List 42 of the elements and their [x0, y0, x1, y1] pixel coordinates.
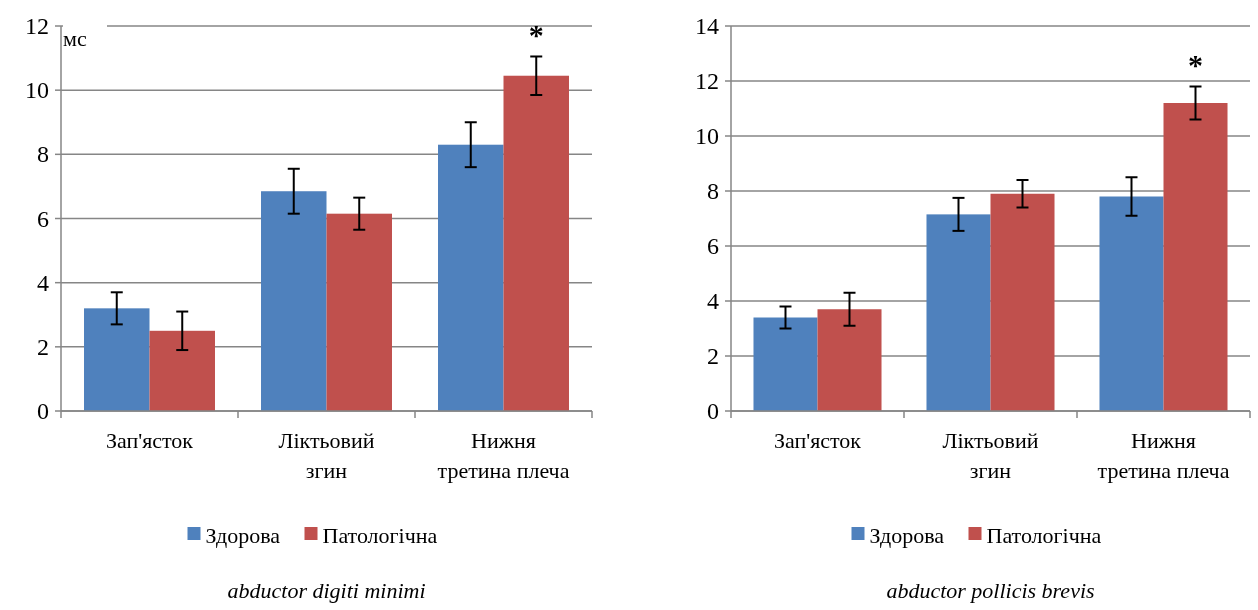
bar: [149, 330, 215, 411]
y-tick-label: 6: [707, 233, 719, 259]
y-tick-label: 10: [25, 77, 49, 104]
annotation: *: [1188, 48, 1204, 81]
bar: [1099, 196, 1164, 411]
y-tick-label: 2: [707, 343, 719, 369]
x-tick-label: Нижня третина плеча: [437, 428, 570, 483]
x-tick-label: Ліктьовий згин: [942, 428, 1039, 483]
text: abductor pollicis brevis: [886, 578, 1095, 603]
y-tick-label: 10: [695, 123, 719, 149]
legend-label: Здорова: [869, 522, 945, 548]
y-tick-label: 6: [37, 205, 49, 232]
bar: [817, 309, 882, 411]
y-tick-label: 8: [707, 178, 719, 204]
y-tick-label: 0: [707, 398, 719, 424]
bar: [1163, 103, 1228, 411]
annotation: *: [528, 17, 544, 51]
x-tick-label: Зап'ясток: [773, 428, 862, 453]
y-tick-label: 4: [37, 269, 49, 296]
x-tick-label: Нижня третина плеча: [1097, 428, 1230, 483]
y-tick-label: 8: [37, 141, 49, 168]
legend-label: Здорова: [205, 522, 281, 548]
x-tick-label: Ліктьовий згин: [278, 428, 375, 483]
y-tick-label: 12: [695, 68, 719, 94]
y-tick-label: 4: [707, 288, 719, 314]
x-tick-label: Зап'ясток: [105, 428, 194, 453]
legend-label: Патологічна: [986, 522, 1102, 548]
bar: [326, 213, 392, 411]
bar: [503, 75, 569, 411]
bar: [261, 191, 327, 411]
bar: [438, 144, 504, 411]
bar: [990, 193, 1055, 411]
y-tick-label: 2: [37, 333, 49, 360]
bar: [84, 308, 150, 411]
bar: [926, 214, 991, 411]
y-tick-label: 14: [695, 13, 719, 39]
text: abductor digiti minimi: [227, 578, 426, 603]
y-axis-title: мс: [63, 26, 87, 51]
y-tick-label: 12: [25, 13, 49, 39]
bar: [753, 317, 818, 411]
legend-label: Патологічна: [322, 522, 438, 548]
y-tick-label: 0: [37, 398, 49, 424]
